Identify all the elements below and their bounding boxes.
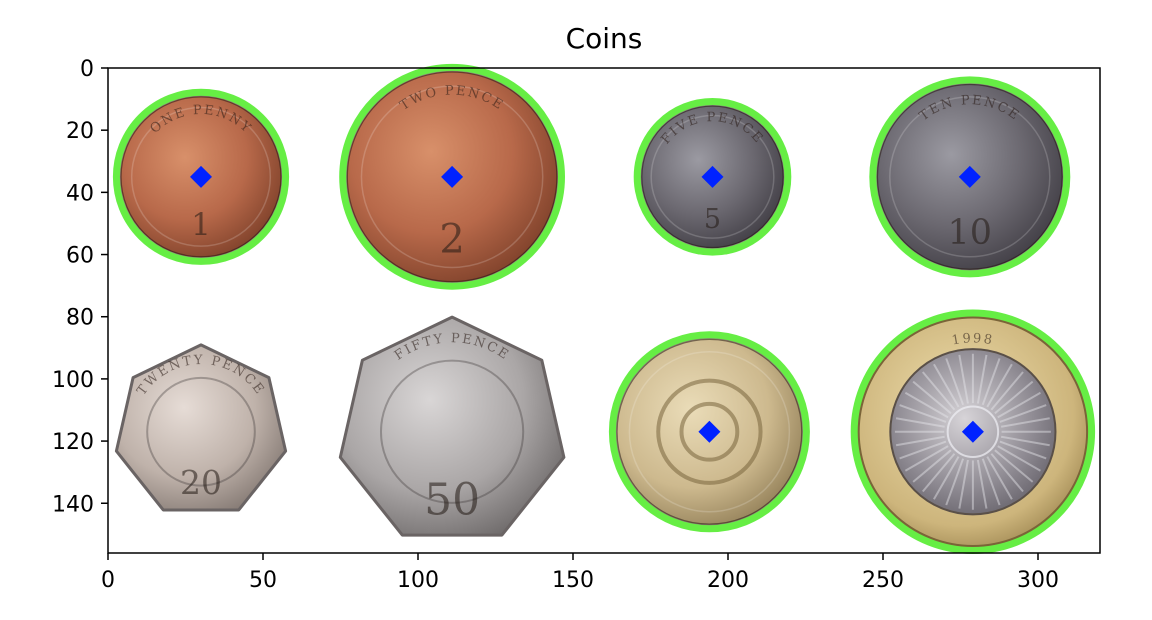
detection-circle [869,76,1071,278]
coin-rim [628,351,791,513]
coin-denomination: 5 [704,204,721,235]
detection-circle [633,98,792,256]
coin-detail [895,417,945,428]
coin-inscription: 1998 [951,331,996,348]
x-axis: 0 50 100 150 200 250 300 [101,553,1059,593]
coin-detail [656,378,763,485]
y-tick-label: 40 [66,181,94,206]
coin-body [338,315,566,537]
coin-detail [981,358,1001,406]
center-marker [441,165,464,188]
coin-detail [958,354,969,404]
x-tick-label: 300 [1017,568,1059,593]
coin-detail [912,449,952,483]
coin-detail [997,391,1041,419]
coin-rim [360,85,544,269]
coin-detail [986,456,1013,500]
coin-rim [130,106,272,247]
coin-detail [933,456,960,500]
center-marker [961,420,984,443]
coin-detail [945,358,965,406]
x-tick-label: 250 [862,568,904,593]
coin-denomination: 10 [948,213,993,253]
x-tick-label: 200 [707,568,749,593]
coin-detail [921,453,956,493]
y-tick-label: 20 [66,119,94,144]
coin-detail [999,404,1047,423]
coin-detail [994,449,1034,483]
center-marker [958,165,981,188]
y-tick-label: 0 [80,57,94,82]
coin-detail [999,440,1047,460]
coin-detail [946,405,1000,458]
coin-detail [904,391,949,419]
coin-detail [912,380,952,415]
coin-denomination: 50 [424,474,480,525]
center-marker [701,165,724,188]
axes-frame [107,67,1101,554]
detection-circle [112,88,290,265]
x-tick-label: 100 [397,568,439,593]
coin-detail [1000,435,1050,447]
coin-rim [889,96,1051,258]
y-axis: 0 20 40 60 80 100 120 140 [52,57,108,517]
chart-title: Coins [566,22,643,55]
coin-denomination: 20 [180,463,222,502]
coin-detail [921,371,956,411]
coin-detail [899,440,947,460]
coin-detail [146,376,256,487]
y-tick-label: 80 [66,306,94,331]
center-marker [698,420,721,443]
coin-detail [976,459,988,509]
coin-detail [904,445,949,472]
coin-detail [976,354,988,404]
coin-detail [1000,417,1050,428]
coin-detail [997,445,1041,472]
coin-detail [981,458,1001,506]
y-tick-label: 120 [52,430,94,455]
coin-denomination: 1 [191,207,211,243]
x-tick-label: 0 [101,568,115,593]
coin-detail [990,453,1024,493]
coin-detail [933,363,960,408]
coin-detail [899,404,947,423]
x-tick-label: 150 [552,568,594,593]
detection-circle [850,309,1096,554]
coin-detail [986,363,1013,408]
coin-detail [679,401,740,462]
y-tick-label: 140 [52,492,94,517]
coin-detail [958,459,969,509]
coin-denomination: 2 [439,217,464,263]
coin-detail [379,359,525,504]
detection-circle [608,331,810,533]
coin-detail [945,458,965,506]
coin-detail [990,371,1024,411]
coin-detail [895,435,945,447]
y-tick-label: 60 [66,244,94,269]
coin-detail [994,380,1034,415]
center-marker [190,165,212,188]
coin-body [114,343,288,512]
coin-rim [650,114,775,239]
x-tick-label: 50 [249,568,277,593]
detections-layer [112,63,1096,554]
y-tick-label: 100 [52,368,94,393]
